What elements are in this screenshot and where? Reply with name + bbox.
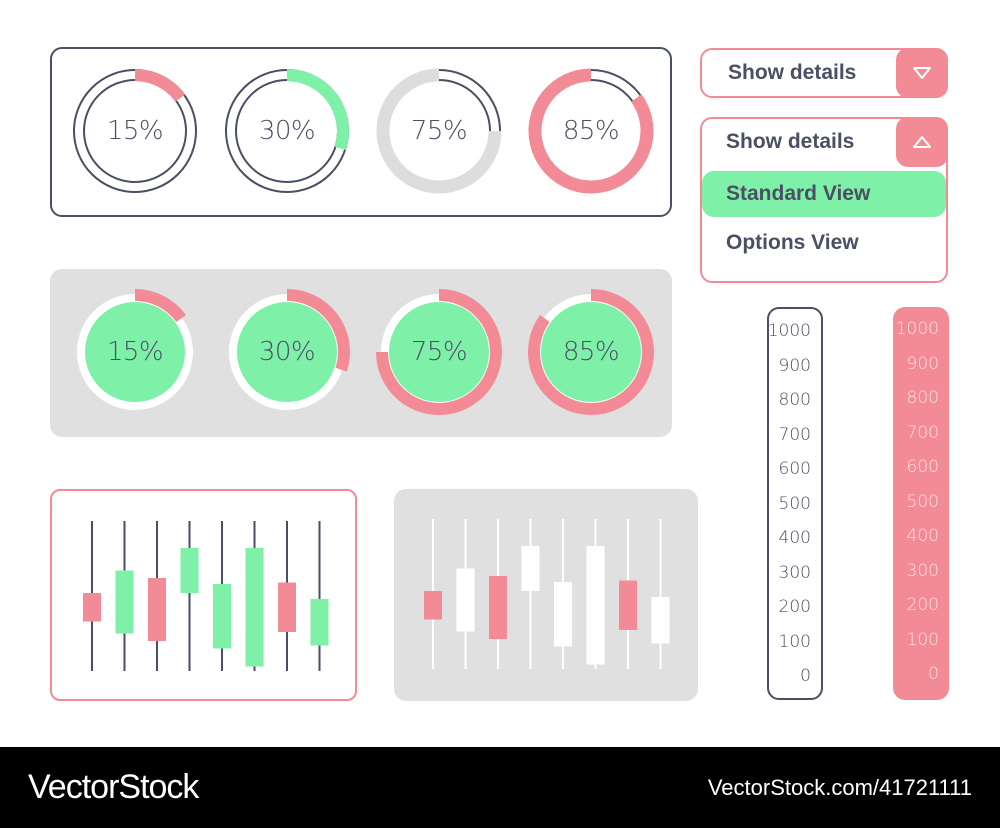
progress-value: 85% (562, 116, 620, 146)
scale-tick-label: 600 (778, 459, 811, 479)
progress-value: 30% (258, 337, 316, 367)
progress-ring-graphic (225, 69, 349, 193)
scale-tick-label: 0 (800, 666, 811, 686)
candle-body (489, 576, 507, 639)
brand-logo: VectorStock (28, 768, 199, 806)
scale-tick-label: 400 (778, 528, 811, 548)
progress-ring-graphic (376, 68, 502, 194)
progress-arc (376, 289, 502, 415)
candle-body (180, 548, 199, 593)
progress-value: 15% (106, 116, 164, 146)
progress-ring: 75% (374, 287, 504, 417)
scale-tick-label: 500 (906, 491, 939, 512)
progress-ring: 75% (374, 66, 504, 196)
scale-tick-label: 100 (778, 631, 811, 652)
progress-arc (528, 68, 654, 194)
candle-body (586, 546, 605, 665)
candle-body (148, 578, 166, 641)
option-options-view[interactable]: Options View (726, 231, 859, 254)
candle-body (456, 568, 475, 632)
scale-tick-label: 900 (778, 355, 811, 376)
progress-arc (134, 69, 186, 102)
show-details-dropdown-closed[interactable]: Show details (700, 48, 948, 98)
dropdown-header[interactable]: Show details (702, 117, 948, 167)
progress-ring-graphic (77, 289, 193, 410)
triangle-down-icon (913, 67, 931, 79)
candle-body (619, 580, 637, 630)
candle-body (245, 548, 264, 667)
candle-body (278, 582, 296, 632)
scale-tick-label: 500 (778, 493, 811, 514)
candle-body (213, 584, 231, 649)
progress-value: 85% (562, 337, 620, 367)
scale-tick-label: 700 (778, 424, 811, 445)
progress-ring-graphic (528, 68, 654, 194)
progress-value: 30% (258, 116, 316, 146)
progress-ring: 15% (70, 287, 200, 417)
progress-ring-graphic (376, 289, 502, 415)
image-id: VectorStock.com/41721111 (707, 775, 972, 800)
progress-value: 75% (410, 337, 468, 367)
dropdown-toggle-button[interactable] (896, 117, 948, 167)
progress-arc (134, 289, 186, 323)
scale-tick-label: 200 (778, 597, 811, 617)
progress-arc (376, 68, 502, 194)
scale-tick-label: 1000 (767, 321, 811, 341)
option-standard-view[interactable]: Standard View (702, 171, 946, 217)
triangle-up-icon (913, 136, 931, 148)
candle-body (521, 546, 540, 591)
dropdown-header[interactable]: Show details (702, 48, 948, 98)
scale-tick-label: 300 (906, 560, 939, 581)
progress-arc (286, 69, 349, 151)
scale-tick-label: 100 (906, 629, 939, 650)
progress-value: 15% (106, 337, 164, 367)
candlestick-chart-color (83, 521, 329, 671)
candle-body (424, 591, 442, 620)
scale-tick-label: 200 (906, 595, 939, 615)
progress-rings-panel-outline (50, 47, 672, 217)
show-details-dropdown-open[interactable]: Show details Standard View Options View (700, 117, 948, 283)
scale-tick-label: 700 (906, 422, 939, 443)
progress-ring: 15% (70, 66, 200, 196)
candlestick-panel-outline (50, 489, 357, 701)
candlestick-chart-mono (424, 519, 670, 669)
progress-ring: 30% (222, 287, 352, 417)
progress-ring-graphic (73, 69, 197, 193)
vertical-scale-filled[interactable]: 1000 900 800 700 600 500 400 300 200 100 0 (893, 307, 949, 700)
scale-tick-label: 600 (906, 457, 939, 477)
scale-tick-label: 1000 (895, 319, 939, 339)
dropdown-label: Show details (728, 61, 857, 84)
progress-ring: 85% (526, 287, 656, 417)
dropdown-label: Show details (726, 130, 855, 153)
scale-tick-label: 800 (778, 390, 811, 410)
scale-tick-label: 800 (906, 388, 939, 408)
progress-ring: 85% (526, 66, 656, 196)
scale-tick-label: 400 (906, 526, 939, 546)
scale-tick-label: 300 (778, 562, 811, 583)
progress-ring-graphic (229, 289, 350, 410)
progress-ring: 30% (222, 66, 352, 196)
candle-body (651, 597, 670, 644)
footer-bar: VectorStock VectorStock.com/41721111 (0, 747, 1000, 828)
candle-body (115, 570, 134, 634)
progress-arc (528, 289, 654, 415)
candle-body (554, 582, 572, 647)
dropdown-toggle-button[interactable] (896, 48, 948, 98)
candlestick-panel-gray (394, 489, 698, 701)
progress-arc (286, 289, 350, 372)
scale-tick-label: 900 (906, 353, 939, 374)
vertical-scale-outline[interactable]: 1000 900 800 700 600 500 400 300 200 100 0 (767, 307, 823, 700)
progress-ring-graphic (528, 289, 654, 415)
progress-value: 75% (410, 116, 468, 146)
scale-tick-label: 0 (928, 664, 939, 684)
candle-body (310, 599, 329, 646)
candle-body (83, 593, 101, 622)
